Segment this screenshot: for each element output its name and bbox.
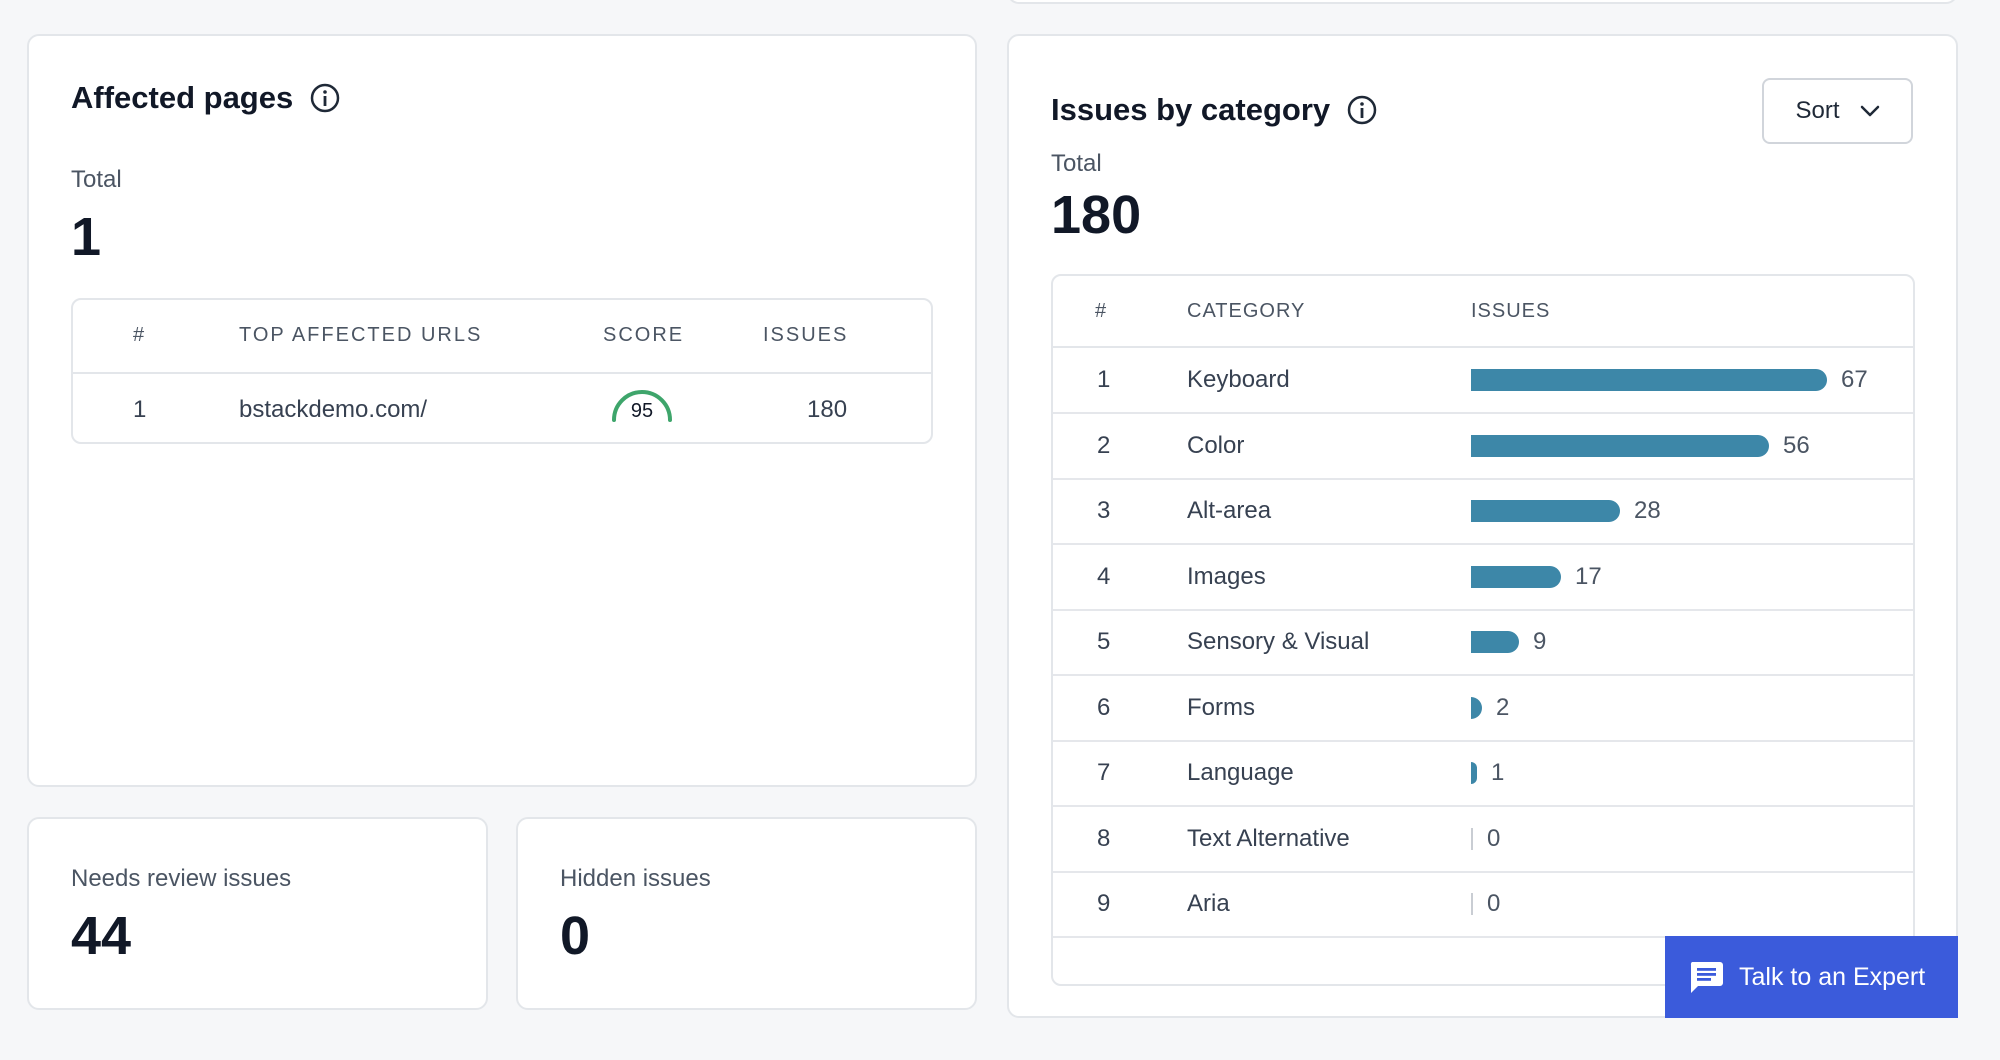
sort-label: Sort xyxy=(1795,97,1840,124)
row-number: 1 xyxy=(1097,366,1111,393)
row-number: 8 xyxy=(1097,824,1111,852)
talk-to-expert-label: Talk to an Expert xyxy=(1739,962,1926,991)
row-number: 3 xyxy=(1097,497,1111,524)
row-category: Sensory & Visual xyxy=(1187,628,1370,655)
affected-urls-table: # TOP AFFECTED URLS SCORE ISSUES 1 bstac… xyxy=(71,298,933,444)
row-category: Keyboard xyxy=(1187,366,1290,393)
col-header-issues: ISSUES xyxy=(1471,300,1551,322)
issue-count: 0 xyxy=(1487,890,1501,917)
sort-button[interactable]: Sort xyxy=(1762,78,1913,144)
issue-bar xyxy=(1471,893,1473,915)
issue-count: 0 xyxy=(1487,824,1501,852)
row-category: Images xyxy=(1187,562,1266,590)
score-ring-icon xyxy=(612,390,672,422)
col-header-issues: ISSUES xyxy=(763,324,849,346)
col-header-num: # xyxy=(133,324,147,346)
table-row[interactable]: 6 Forms 2 xyxy=(1053,676,1913,742)
info-icon[interactable] xyxy=(309,82,341,114)
issue-bar xyxy=(1471,434,1769,457)
issue-count: 9 xyxy=(1533,628,1547,655)
table-row[interactable]: 8 Text Alternative 0 xyxy=(1053,807,1913,873)
hidden-issues-card[interactable]: Hidden issues 0 xyxy=(516,817,977,1010)
row-url-link[interactable]: bstackdemo.com/ xyxy=(239,396,428,423)
issue-count: 2 xyxy=(1496,693,1510,721)
affected-total-label: Total xyxy=(71,166,122,193)
info-icon[interactable] xyxy=(1346,94,1378,126)
row-category: Color xyxy=(1187,431,1245,459)
row-category: Text Alternative xyxy=(1187,824,1350,852)
row-number: 1 xyxy=(133,396,147,423)
needs-review-label: Needs review issues xyxy=(71,865,292,892)
talk-to-expert-button[interactable]: Talk to an Expert xyxy=(1665,936,1958,1018)
needs-review-value: 44 xyxy=(71,906,132,966)
issue-bar xyxy=(1471,500,1620,522)
issue-bar xyxy=(1471,631,1519,653)
row-number: 9 xyxy=(1097,890,1111,917)
table-row[interactable]: 5 Sensory & Visual 9 xyxy=(1053,610,1913,676)
affected-total-value: 1 xyxy=(71,207,102,267)
table-row[interactable]: 9 Aria 0 xyxy=(1053,872,1913,938)
chevron-down-icon xyxy=(1860,105,1879,117)
row-number: 4 xyxy=(1097,562,1111,590)
needs-review-card[interactable]: Needs review issues 44 xyxy=(27,817,488,1010)
issue-bar xyxy=(1471,827,1473,850)
table-row[interactable]: 2 Color 56 xyxy=(1053,414,1913,480)
table-header: # TOP AFFECTED URLS SCORE ISSUES xyxy=(73,300,931,374)
row-category: Forms xyxy=(1187,693,1255,721)
table-row[interactable]: 7 Language 1 xyxy=(1053,741,1913,807)
issues-title-row: Issues by category xyxy=(1051,92,1378,128)
affected-pages-title-row: Affected pages xyxy=(71,80,341,116)
chat-icon xyxy=(1690,962,1723,993)
affected-pages-title: Affected pages xyxy=(71,80,294,115)
row-number: 6 xyxy=(1097,693,1111,721)
score-gauge: 95 xyxy=(609,386,675,426)
col-header-urls: TOP AFFECTED URLS xyxy=(239,324,483,346)
row-number: 7 xyxy=(1097,759,1111,786)
issue-bar xyxy=(1471,369,1827,391)
issue-count: 28 xyxy=(1634,497,1661,524)
issue-count: 1 xyxy=(1491,759,1505,786)
issue-bar xyxy=(1471,565,1561,588)
row-category: Language xyxy=(1187,759,1294,786)
score-value: 95 xyxy=(630,400,654,422)
issue-count: 67 xyxy=(1841,366,1868,393)
row-category: Aria xyxy=(1187,890,1230,917)
issues-total-value: 180 xyxy=(1051,185,1142,245)
table-row[interactable]: 3 Alt-area 28 xyxy=(1053,479,1913,545)
row-category: Alt-area xyxy=(1187,497,1272,524)
table-row[interactable]: 4 Images 17 xyxy=(1053,545,1913,611)
col-header-num: # xyxy=(1095,300,1109,322)
hidden-issues-label: Hidden issues xyxy=(560,865,711,892)
category-table: # CATEGORY ISSUES 1 Keyboard 67 2 Color 56 3 Al… xyxy=(1051,274,1915,986)
issue-bar xyxy=(1471,762,1477,784)
issues-by-category-title: Issues by category xyxy=(1051,92,1331,127)
issue-count: 17 xyxy=(1575,562,1602,590)
issues-by-category-card: Issues by category Total 180 # CATEGORY … xyxy=(1007,34,1958,1018)
col-header-score: SCORE xyxy=(603,324,685,346)
col-header-category: CATEGORY xyxy=(1187,300,1306,322)
issue-bar xyxy=(1471,696,1482,719)
table-row[interactable]: 1 bstackdemo.com/ 95 180 xyxy=(73,374,931,442)
row-issues: 180 xyxy=(807,396,848,423)
table-row[interactable]: 1 Keyboard 67 xyxy=(1053,348,1913,414)
row-number: 5 xyxy=(1097,628,1111,655)
affected-pages-card: Affected pages Total 1 # TOP AFFECTED UR… xyxy=(27,34,977,787)
top-card-edge xyxy=(1007,0,1958,4)
hidden-issues-value: 0 xyxy=(560,906,591,966)
row-number: 2 xyxy=(1097,431,1111,459)
issue-count: 56 xyxy=(1783,431,1810,459)
issues-total-label: Total xyxy=(1051,150,1102,177)
table-header: # CATEGORY ISSUES xyxy=(1053,276,1913,348)
